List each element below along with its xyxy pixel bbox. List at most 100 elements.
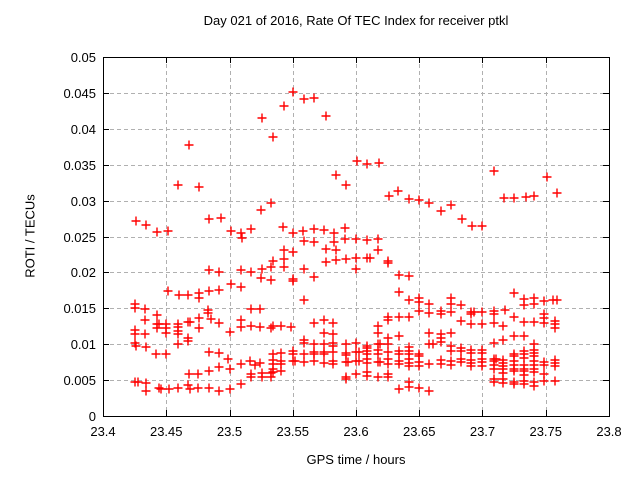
- data-point: [509, 312, 519, 322]
- data-point: [319, 339, 329, 349]
- data-point: [246, 321, 256, 331]
- data-point: [365, 253, 375, 263]
- data-point: [288, 276, 298, 286]
- data-point: [394, 384, 404, 394]
- data-point: [204, 383, 214, 393]
- data-point: [266, 323, 276, 333]
- data-point: [226, 279, 236, 289]
- data-point: [193, 383, 203, 393]
- data-point: [539, 318, 549, 328]
- data-point: [257, 113, 267, 123]
- data-point: [173, 329, 183, 339]
- data-point: [436, 309, 446, 319]
- data-point: [319, 225, 329, 235]
- data-point: [321, 244, 331, 254]
- data-point: [362, 159, 372, 169]
- data-point: [328, 329, 338, 339]
- x-tick-label: 23.6: [343, 424, 369, 439]
- data-point: [214, 318, 224, 328]
- data-point: [519, 379, 529, 389]
- data-point: [279, 262, 289, 272]
- data-point: [550, 361, 560, 371]
- data-point: [141, 220, 151, 230]
- data-point: [509, 288, 519, 298]
- data-point: [393, 186, 403, 196]
- data-point: [394, 287, 404, 297]
- data-point: [362, 371, 372, 381]
- data-point: [236, 322, 246, 332]
- data-point: [236, 359, 246, 369]
- data-point: [131, 341, 141, 351]
- data-point: [309, 356, 319, 366]
- data-point: [299, 357, 309, 367]
- data-point: [404, 312, 414, 322]
- y-tick-label: 0.035: [63, 157, 96, 173]
- data-point: [214, 267, 224, 277]
- data-point: [328, 318, 338, 328]
- data-point: [152, 310, 162, 320]
- x-tick-label: 23.65: [402, 424, 436, 439]
- data-point: [185, 317, 195, 327]
- data-point: [477, 307, 487, 317]
- data-point: [279, 245, 289, 255]
- data-point: [236, 282, 246, 292]
- data-point: [489, 377, 499, 387]
- data-point: [309, 339, 319, 349]
- data-point: [351, 338, 361, 348]
- data-point: [351, 253, 361, 263]
- data-point: [194, 323, 204, 333]
- data-point: [489, 309, 499, 319]
- data-point: [394, 359, 404, 369]
- data-point: [266, 372, 276, 382]
- data-point: [498, 321, 508, 331]
- y-tick-label: 0.005: [63, 373, 96, 389]
- x-tick-label: 23.45: [149, 424, 183, 439]
- data-point: [246, 267, 256, 277]
- data-point: [255, 358, 265, 368]
- data-point: [140, 315, 150, 325]
- data-point: [383, 315, 393, 325]
- data-point: [268, 256, 278, 266]
- data-point: [288, 247, 298, 257]
- data-point: [383, 372, 393, 382]
- data-point: [161, 328, 171, 338]
- x-tick-label: 23.5: [216, 424, 243, 439]
- data-point: [131, 216, 141, 226]
- data-point: [529, 381, 539, 391]
- data-point: [446, 307, 456, 317]
- data-point: [373, 234, 383, 244]
- data-point: [384, 191, 394, 201]
- data-point: [141, 386, 151, 396]
- data-point: [204, 286, 214, 296]
- data-point: [257, 372, 267, 382]
- data-point: [351, 264, 361, 274]
- data-point: [255, 304, 265, 314]
- data-point: [133, 377, 143, 387]
- y-tick-label: 0.045: [63, 85, 96, 101]
- data-point: [414, 361, 424, 371]
- data-point: [194, 313, 204, 323]
- data-point: [499, 193, 509, 203]
- data-point: [404, 295, 414, 305]
- data-point: [340, 234, 350, 244]
- data-point: [362, 358, 372, 368]
- data-point: [489, 364, 499, 374]
- data-point: [256, 273, 266, 283]
- data-point: [340, 223, 350, 233]
- data-point: [321, 111, 331, 121]
- data-point: [509, 379, 519, 389]
- data-point: [151, 349, 161, 359]
- data-point: [309, 93, 319, 103]
- data-point: [436, 337, 446, 347]
- data-point: [225, 364, 235, 374]
- data-point: [223, 354, 233, 364]
- data-point: [236, 228, 246, 238]
- data-point: [266, 198, 276, 208]
- data-point: [446, 346, 456, 356]
- data-point: [225, 384, 235, 394]
- data-point: [319, 328, 329, 338]
- y-tick-label: 0.01: [70, 337, 96, 353]
- data-point: [329, 237, 339, 247]
- data-point: [373, 245, 383, 255]
